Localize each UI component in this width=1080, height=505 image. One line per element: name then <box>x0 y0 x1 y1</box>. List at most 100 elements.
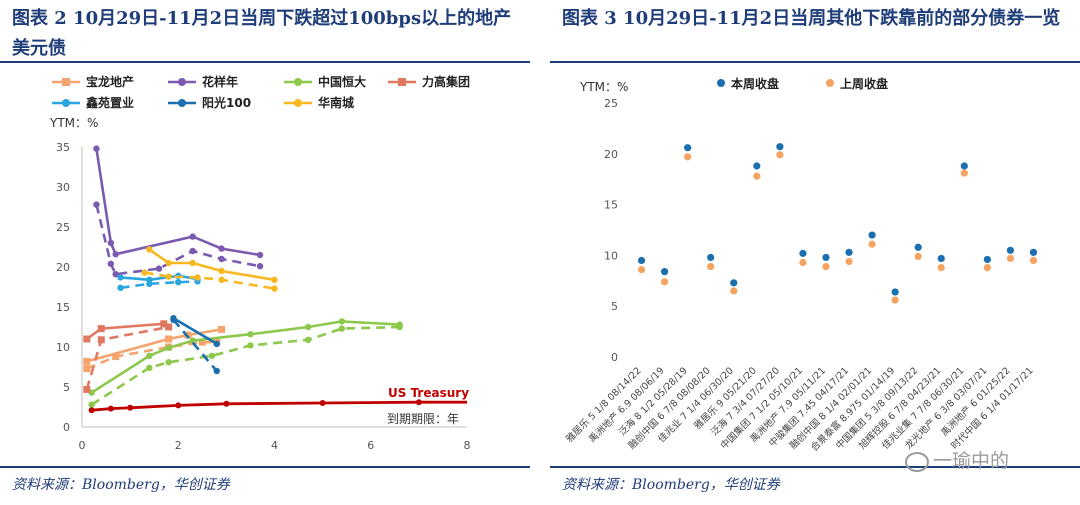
us-treasury-point <box>175 402 182 409</box>
previous-point <box>189 247 196 255</box>
previous-point <box>198 338 206 346</box>
current-point <box>83 357 91 365</box>
previous-week-point <box>868 240 876 248</box>
previous-point <box>165 273 172 280</box>
x-tick-label: 8 <box>464 439 471 452</box>
series-previous-line <box>90 325 400 406</box>
current-week-point <box>960 162 968 170</box>
us-treasury-label: US Treasury <box>388 386 469 400</box>
current-point <box>213 340 220 347</box>
previous-point <box>271 285 278 292</box>
current-week-point <box>660 268 669 276</box>
current-point <box>304 323 312 331</box>
current-point <box>93 145 100 152</box>
previous-point <box>218 255 225 263</box>
previous-week-point <box>845 257 853 266</box>
current-week-point <box>822 253 830 262</box>
legend-label: 上周收盘 <box>840 76 888 91</box>
current-point <box>117 274 124 281</box>
legend-label: 花样年 <box>202 74 238 89</box>
current-week-point <box>1029 248 1038 256</box>
previous-week-point <box>983 263 991 272</box>
x-axis-label: 到期期限：年 <box>387 412 459 426</box>
previous-point <box>112 271 119 278</box>
legend-marker <box>178 78 186 86</box>
x-tick-label: 2 <box>175 439 182 452</box>
series-current-line <box>90 320 400 394</box>
y-tick-label: 25 <box>604 97 618 110</box>
current-point <box>107 239 115 247</box>
y-tick-label: 10 <box>604 249 618 262</box>
current-week-point <box>891 288 899 296</box>
legend-label: 本周收盘 <box>731 76 779 91</box>
previous-point <box>83 385 91 393</box>
previous-point <box>194 274 201 281</box>
current-point <box>189 259 196 267</box>
legend-label: 力高集团 <box>422 74 470 89</box>
current-point <box>396 321 403 328</box>
current-point <box>160 320 168 328</box>
y-tick-label: 20 <box>56 261 70 274</box>
series-current-line <box>120 274 198 282</box>
legend-label: 阳光100 <box>202 95 251 110</box>
current-week-point <box>799 249 807 257</box>
current-point <box>146 352 153 359</box>
left-chart-title: 图表 2 10月29日-11月2日当周下跌超过100bps以上的地产美元债 <box>12 8 512 59</box>
legend-label: 宝龙地产 <box>86 74 134 89</box>
right-source: 资料来源：Bloomberg，华创证券 <box>562 477 780 493</box>
current-point <box>97 325 105 333</box>
previous-point <box>165 359 172 366</box>
legend-marker <box>62 78 70 86</box>
previous-week-point <box>891 296 899 304</box>
right-chart-title: 图表 3 10月29日-11月2日当周其他下跌靠前的部分债券一览 <box>562 8 1061 29</box>
previous-week-point <box>960 169 968 177</box>
current-point <box>218 245 225 252</box>
legend-label: 鑫苑置业 <box>85 95 134 110</box>
previous-week-point <box>799 258 807 267</box>
current-week-point <box>730 279 738 287</box>
right-title-rule <box>550 61 1080 63</box>
left-line-chart: 0 5 10 15 20 25 30 35 0 2 4 6 8 YTM：% 到期期限：年 宝龙地产 花样年 中国恒… <box>49 74 471 452</box>
current-week-point <box>776 143 784 151</box>
y-tick-label: 20 <box>604 148 618 161</box>
previous-point <box>256 263 264 270</box>
us-treasury-point <box>88 407 95 414</box>
us-treasury-line <box>91 400 467 412</box>
previous-point <box>208 352 216 359</box>
current-week-point <box>937 254 945 263</box>
series-previous-line <box>172 318 218 372</box>
legend-marker <box>178 99 186 107</box>
previous-point <box>141 269 148 276</box>
legend-marker <box>294 99 302 107</box>
legend-marker <box>717 79 725 87</box>
previous-week-point <box>822 262 830 271</box>
current-point <box>83 335 91 343</box>
y-tick-label: 30 <box>56 181 70 194</box>
left-panel: 图表 2 10月29日-11月2日当周下跌超过100bps以上的地产美元债 0 5… <box>0 0 530 505</box>
x-tick-label: 0 <box>79 439 86 452</box>
watermark: 一瑜中的 <box>905 446 1009 473</box>
previous-point <box>165 323 173 331</box>
previous-point <box>175 279 182 286</box>
previous-point <box>247 342 254 349</box>
us-treasury-point <box>319 400 326 406</box>
series-current-line <box>86 328 222 363</box>
series-previous-line <box>86 340 217 370</box>
previous-week-point <box>1006 254 1015 263</box>
y-axis-label: YTM：% <box>579 80 628 94</box>
previous-point <box>213 367 220 375</box>
right-panel: 图表 3 10月29日-11月2日当周其他下跌靠前的部分债券一览 YTM：% 0 5… <box>550 0 1080 505</box>
current-point <box>338 318 346 325</box>
series-previous-line <box>120 280 198 290</box>
wechat-icon <box>905 451 929 472</box>
current-week-point <box>868 231 876 239</box>
legend-label: 中国恒大 <box>318 74 366 89</box>
watermark-text: 一瑜中的 <box>933 450 1010 472</box>
previous-week-point <box>707 262 715 271</box>
previous-week-point <box>684 153 692 161</box>
previous-week-point <box>1029 256 1038 265</box>
y-tick-label: 25 <box>56 221 70 234</box>
y-tick-label: 15 <box>56 301 70 314</box>
previous-week-point <box>637 266 646 274</box>
